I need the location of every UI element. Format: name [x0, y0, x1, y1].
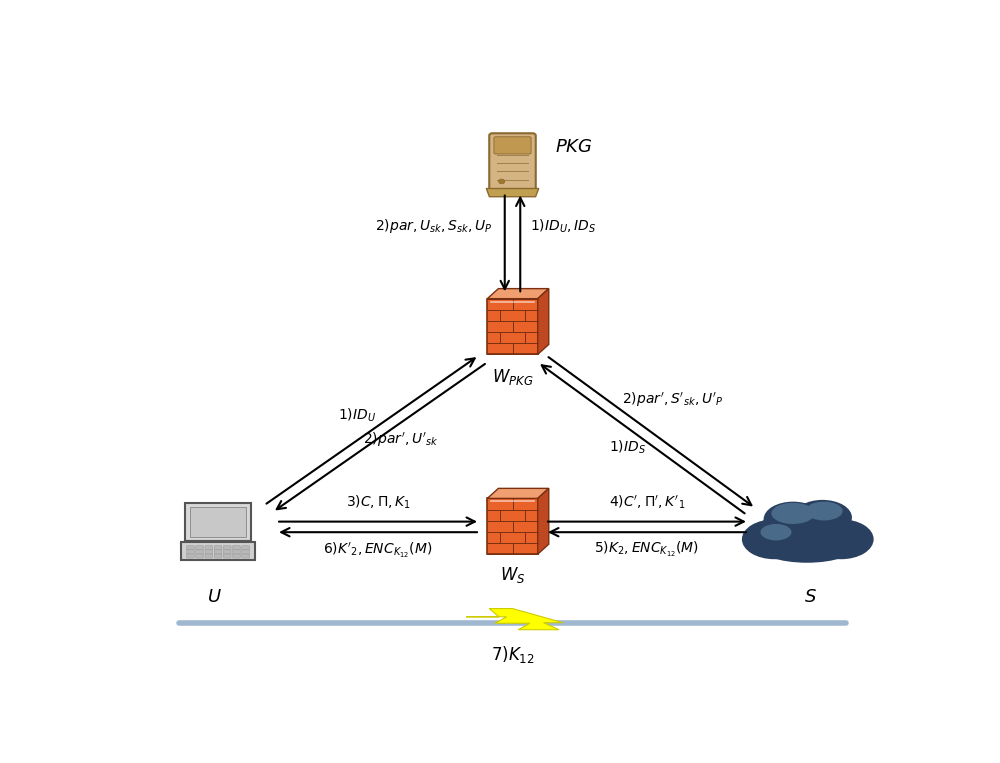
FancyBboxPatch shape: [214, 554, 222, 558]
FancyBboxPatch shape: [223, 550, 231, 554]
FancyBboxPatch shape: [187, 550, 194, 554]
FancyBboxPatch shape: [489, 134, 536, 191]
Ellipse shape: [807, 530, 854, 558]
Text: $\mathit{U}$: $\mathit{U}$: [207, 588, 222, 606]
Polygon shape: [181, 542, 255, 560]
Text: $W_S$: $W_S$: [500, 565, 525, 584]
FancyBboxPatch shape: [205, 554, 213, 558]
Text: $6)K'_2,ENC_{K_{12}}(M)$: $6)K'_2,ENC_{K_{12}}(M)$: [323, 540, 433, 560]
Text: $5)K_2,ENC_{K_{12}}(M)$: $5)K_2,ENC_{K_{12}}(M)$: [594, 540, 700, 559]
Text: $2)par',S'_{sk},U'_P$: $2)par',S'_{sk},U'_P$: [622, 391, 723, 410]
FancyBboxPatch shape: [223, 546, 231, 550]
Polygon shape: [538, 288, 549, 355]
FancyBboxPatch shape: [494, 137, 531, 154]
FancyBboxPatch shape: [233, 554, 240, 558]
FancyBboxPatch shape: [223, 554, 231, 558]
Ellipse shape: [742, 520, 807, 559]
Ellipse shape: [759, 504, 855, 560]
Polygon shape: [487, 498, 538, 554]
Ellipse shape: [764, 501, 822, 537]
Polygon shape: [486, 188, 539, 197]
Polygon shape: [190, 507, 246, 537]
Text: $7)K_{12}$: $7)K_{12}$: [491, 644, 534, 665]
FancyBboxPatch shape: [205, 546, 213, 550]
FancyBboxPatch shape: [196, 550, 204, 554]
Polygon shape: [487, 288, 549, 298]
Ellipse shape: [761, 524, 792, 540]
Text: $1)ID_U$: $1)ID_U$: [338, 407, 376, 424]
FancyBboxPatch shape: [242, 550, 249, 554]
Polygon shape: [466, 609, 563, 629]
Polygon shape: [538, 488, 549, 554]
Ellipse shape: [793, 500, 852, 535]
FancyBboxPatch shape: [214, 546, 222, 550]
FancyBboxPatch shape: [187, 554, 194, 558]
FancyBboxPatch shape: [196, 546, 204, 550]
Circle shape: [499, 179, 505, 184]
FancyBboxPatch shape: [233, 550, 240, 554]
Text: $4)C',\Pi',K'_1$: $4)C',\Pi',K'_1$: [609, 494, 685, 511]
Ellipse shape: [762, 530, 809, 558]
FancyBboxPatch shape: [242, 554, 249, 558]
Text: $1)ID_S$: $1)ID_S$: [609, 439, 646, 456]
Polygon shape: [185, 503, 251, 541]
FancyBboxPatch shape: [187, 546, 194, 550]
Text: $2)par,U_{sk},S_{sk},U_P$: $2)par,U_{sk},S_{sk},U_P$: [375, 217, 493, 235]
Text: $W_{PKG}$: $W_{PKG}$: [492, 366, 533, 387]
Text: $2)par',U'_{sk}$: $2)par',U'_{sk}$: [363, 431, 439, 449]
FancyBboxPatch shape: [242, 546, 249, 550]
FancyBboxPatch shape: [233, 546, 240, 550]
Ellipse shape: [757, 527, 857, 563]
FancyBboxPatch shape: [214, 550, 222, 554]
FancyBboxPatch shape: [196, 554, 204, 558]
Text: $3)C,\Pi,K_1$: $3)C,\Pi,K_1$: [346, 494, 411, 511]
Polygon shape: [487, 488, 549, 498]
Ellipse shape: [809, 520, 874, 559]
Text: $\mathit{PKG}$: $\mathit{PKG}$: [555, 138, 593, 156]
Polygon shape: [487, 298, 538, 355]
Ellipse shape: [771, 503, 815, 524]
Text: $\mathit{S}$: $\mathit{S}$: [804, 588, 817, 606]
FancyBboxPatch shape: [205, 550, 213, 554]
Text: $1)ID_U,ID_S$: $1)ID_U,ID_S$: [530, 217, 596, 234]
Ellipse shape: [805, 501, 843, 520]
